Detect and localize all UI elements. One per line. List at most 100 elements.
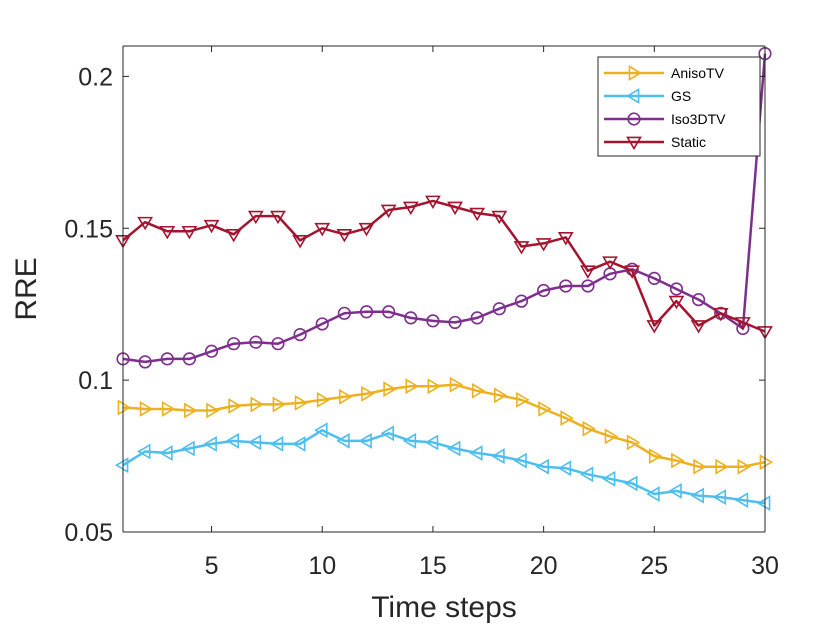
x-tick-label: 10 [308,552,336,580]
x-axis-title: Time steps [371,591,517,624]
legend-label-anisotv: AnisoTV [671,65,725,81]
series-anisotv [117,376,774,475]
data-point-static [668,295,685,310]
legend-item-gs: GS [604,88,691,104]
data-point-anisotv [493,387,508,404]
data-point-anisotv [272,396,287,413]
data-point-iso3dtv [691,293,706,307]
y-tick-label: 0.15 [64,215,113,243]
data-point-gs [336,432,350,449]
data-point-static [602,256,618,270]
y-tick-label: 0.2 [78,63,113,91]
data-point-anisotv [671,452,685,469]
legend-marker-iso3dtv [627,112,641,126]
data-point-gs [269,436,284,452]
data-point-iso3dtv [537,283,551,298]
data-point-iso3dtv [404,311,418,325]
data-point-static [203,219,220,234]
data-point-gs [292,436,306,452]
data-point-anisotv [693,458,707,475]
data-point-iso3dtv [337,306,351,320]
legend-label-static: Static [671,134,706,150]
data-point-iso3dtv [182,352,197,366]
data-point-iso3dtv [448,315,462,330]
data-point-anisotv [759,454,774,471]
data-point-static [513,241,530,255]
data-point-anisotv [604,428,619,445]
data-point-anisotv [383,381,397,398]
data-point-static [247,210,264,225]
data-point-anisotv [339,388,353,405]
data-point-gs [469,445,483,461]
data-point-anisotv [161,401,176,417]
data-point-static [535,238,552,252]
data-point-gs [380,425,395,442]
data-point-gs [247,434,262,451]
data-point-iso3dtv [204,344,219,358]
series-static [115,195,773,340]
data-point-static [734,317,751,331]
data-point-static [159,225,176,240]
data-point-anisotv [250,396,264,413]
legend-item-iso3dtv: Iso3DTV [604,111,726,127]
data-point-gs [402,432,417,449]
legend: AnisoTV GS Iso3DTV Static [597,56,761,157]
data-point-anisotv [648,448,663,464]
data-point-gs [557,460,572,477]
data-point-static [447,201,463,216]
axes-layer: 5 10 15 20 25 30 0.05 0.1 0.15 0.2 [64,45,779,580]
data-point-static [491,210,508,225]
data-point-static [358,222,375,237]
data-point-iso3dtv [249,335,263,349]
data-point-iso3dtv [293,327,307,342]
y-tick-label: 0.1 [78,367,113,395]
data-point-anisotv [715,458,729,475]
data-point-iso3dtv [315,317,329,331]
legend-label-iso3dtv: Iso3DTV [671,111,726,127]
data-point-gs [646,486,660,502]
data-point-anisotv [471,382,486,399]
data-point-iso3dtv [514,294,529,308]
data-point-gs [690,487,704,504]
data-point-anisotv [626,434,641,451]
data-point-iso3dtv [492,302,506,316]
data-point-gs [314,422,328,439]
y-tick-label: 0.05 [64,519,113,547]
data-point-iso3dtv [359,305,374,319]
data-point-static [624,265,641,279]
data-point-gs [203,436,217,452]
legend-items: AnisoTV GS Iso3DTV Static [604,65,726,151]
data-point-static [137,216,154,231]
data-point-gs [137,443,151,460]
data-point-gs [624,475,638,492]
data-point-iso3dtv [559,279,573,293]
data-point-gs [114,457,129,474]
data-point-gs [756,495,771,512]
data-point-static [712,307,729,322]
data-point-anisotv [449,376,464,393]
data-point-gs [535,458,549,475]
data-point-gs [734,492,749,509]
data-point-gs [601,470,616,487]
legend-marker-gs [625,88,640,104]
data-point-anisotv [560,410,574,426]
data-point-static [225,228,242,243]
data-point-anisotv [361,385,375,402]
data-point-static [380,204,397,219]
data-point-static [270,210,286,225]
data-point-gs [712,489,727,505]
data-point-anisotv [139,401,154,417]
data-point-gs [358,432,372,449]
data-point-static [292,235,309,249]
x-tick-label: 15 [419,552,447,580]
data-point-iso3dtv [581,279,595,293]
data-point-iso3dtv [470,311,484,325]
data-point-anisotv [294,395,309,411]
data-point-anisotv [228,398,242,414]
series-line-iso3dtv [122,53,767,364]
data-point-anisotv [206,402,220,419]
data-point-anisotv [737,458,751,475]
data-point-gs [159,445,173,461]
data-point-static [579,265,596,279]
x-tick-label: 30 [751,552,779,580]
